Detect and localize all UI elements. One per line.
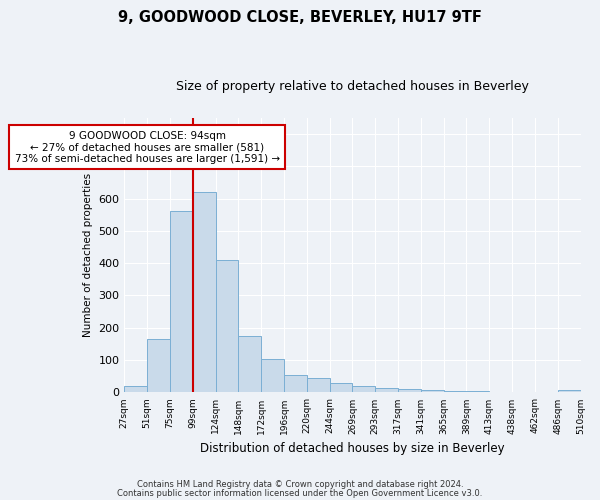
Bar <box>398 389 421 392</box>
X-axis label: Distribution of detached houses by size in Beverley: Distribution of detached houses by size … <box>200 442 505 455</box>
Bar <box>215 260 238 392</box>
Bar <box>284 374 307 392</box>
Y-axis label: Number of detached properties: Number of detached properties <box>83 173 93 337</box>
Bar <box>307 378 329 392</box>
Bar <box>193 192 215 392</box>
Text: Contains public sector information licensed under the Open Government Licence v3: Contains public sector information licen… <box>118 490 482 498</box>
Bar <box>147 339 170 392</box>
Bar <box>443 391 466 392</box>
Text: 9, GOODWOOD CLOSE, BEVERLEY, HU17 9TF: 9, GOODWOOD CLOSE, BEVERLEY, HU17 9TF <box>118 10 482 25</box>
Bar <box>421 390 443 392</box>
Text: Contains HM Land Registry data © Crown copyright and database right 2024.: Contains HM Land Registry data © Crown c… <box>137 480 463 489</box>
Title: Size of property relative to detached houses in Beverley: Size of property relative to detached ho… <box>176 80 529 93</box>
Bar <box>557 390 581 392</box>
Text: 9 GOODWOOD CLOSE: 94sqm
← 27% of detached houses are smaller (581)
73% of semi-d: 9 GOODWOOD CLOSE: 94sqm ← 27% of detache… <box>14 130 280 164</box>
Bar <box>329 382 352 392</box>
Bar <box>261 358 284 392</box>
Bar <box>352 386 375 392</box>
Bar <box>124 386 147 392</box>
Bar <box>238 336 261 392</box>
Bar <box>170 212 193 392</box>
Bar <box>375 388 398 392</box>
